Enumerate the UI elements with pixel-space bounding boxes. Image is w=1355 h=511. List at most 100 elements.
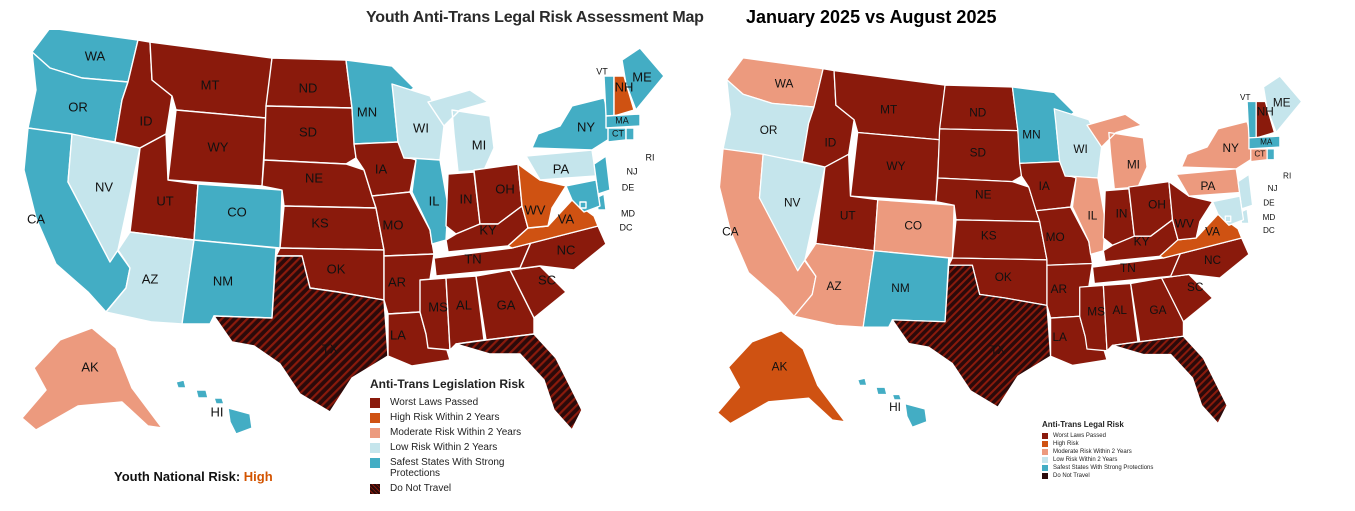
legend-right: Anti-Trans Legal Risk Worst Laws Passed … bbox=[1042, 420, 1182, 481]
national-risk-value: High bbox=[243, 469, 273, 484]
map-right: WA OR CA NV ID MT WY UT AZ CO NM ND SD NE KS OK TX MN IA MO… bbox=[716, 57, 1303, 428]
state-tx bbox=[891, 264, 1052, 408]
state-label-wa: WA bbox=[775, 76, 794, 90]
state-label-pa: PA bbox=[553, 161, 570, 176]
legend-label: Safest States With Strong Protections bbox=[1053, 465, 1154, 471]
state-label-ar: AR bbox=[388, 274, 406, 289]
legend-left-item: High Risk Within 2 Years bbox=[370, 412, 570, 423]
state-label-ut: UT bbox=[840, 208, 856, 222]
state-label-mt: MT bbox=[201, 77, 220, 92]
state-wv bbox=[1168, 180, 1214, 241]
state-label-ne: NE bbox=[305, 170, 323, 185]
legend-label: High Risk Within 2 Years bbox=[390, 412, 500, 423]
legend-right-item: Moderate Risk Within 2 Years bbox=[1042, 449, 1182, 455]
legend-left-item: Moderate Risk Within 2 Years bbox=[370, 427, 570, 438]
state-label-in: IN bbox=[460, 191, 473, 206]
state-label-md: MD bbox=[621, 208, 635, 218]
legend-right-item: Low Risk Within 2 Years bbox=[1042, 457, 1182, 463]
state-md bbox=[1211, 195, 1245, 226]
state-ri bbox=[625, 127, 635, 141]
legend-swatch bbox=[370, 443, 380, 453]
state-label-al: AL bbox=[1113, 303, 1128, 317]
legend-swatch bbox=[370, 413, 380, 423]
state-hi bbox=[175, 379, 253, 435]
state-sd bbox=[937, 128, 1023, 183]
state-label-al: AL bbox=[456, 297, 472, 312]
state-ma bbox=[1248, 135, 1281, 150]
state-label-mt: MT bbox=[880, 103, 897, 117]
legend-label: Safest States With Strong Protections bbox=[390, 457, 505, 479]
state-label-wi: WI bbox=[413, 120, 429, 135]
map-title-right: January 2025 vs August 2025 bbox=[746, 7, 997, 27]
state-label-ny: NY bbox=[1223, 141, 1240, 155]
legend-swatch bbox=[1042, 465, 1048, 471]
state-label-nd: ND bbox=[299, 80, 318, 95]
state-fl bbox=[1111, 335, 1228, 425]
state-label-mn: MN bbox=[357, 104, 377, 119]
state-label-mi: MI bbox=[1127, 157, 1140, 171]
state-label-va: VA bbox=[1205, 225, 1220, 239]
state-ak bbox=[21, 327, 163, 431]
state-label-ok: OK bbox=[327, 261, 346, 276]
legend-right-item: Do Not Travel bbox=[1042, 473, 1182, 479]
state-label-wy: WY bbox=[886, 159, 905, 173]
state-label-nc: NC bbox=[557, 242, 576, 257]
state-ri bbox=[1266, 148, 1276, 161]
state-label-ga: GA bbox=[1149, 303, 1166, 317]
state-label-ia: IA bbox=[1039, 179, 1050, 193]
state-label-oh: OH bbox=[495, 181, 515, 196]
state-label-or: OR bbox=[68, 99, 88, 114]
state-label-wa: WA bbox=[85, 48, 106, 63]
state-label-nc: NC bbox=[1204, 253, 1222, 267]
state-label-vt: VT bbox=[1240, 93, 1250, 102]
legend-swatch bbox=[370, 398, 380, 408]
state-label-nm: NM bbox=[891, 281, 909, 295]
state-nh bbox=[613, 75, 635, 117]
legend-label: Low Risk Within 2 Years bbox=[390, 442, 498, 453]
state-label-la: LA bbox=[1052, 330, 1067, 344]
state-label-de: DE bbox=[1263, 199, 1275, 208]
legend-swatch bbox=[370, 428, 380, 438]
state-label-va: VA bbox=[558, 211, 575, 226]
state-label-ca: CA bbox=[27, 211, 45, 226]
state-label-wi: WI bbox=[1073, 142, 1087, 156]
state-label-nm: NM bbox=[213, 273, 233, 288]
legend-right-item: Safest States With Strong Protections bbox=[1042, 465, 1182, 471]
state-label-tn: TN bbox=[1120, 261, 1136, 275]
state-label-de: DE bbox=[622, 182, 635, 192]
legend-left-item: Low Risk Within 2 Years bbox=[370, 442, 570, 453]
state-label-ms: MS bbox=[1087, 305, 1105, 319]
state-ak bbox=[716, 330, 846, 425]
state-label-nj: NJ bbox=[627, 166, 638, 176]
state-label-ut: UT bbox=[156, 193, 173, 208]
legend-left-title: Anti-Trans Legislation Risk bbox=[370, 377, 525, 391]
state-label-vt: VT bbox=[596, 66, 608, 76]
state-label-sd: SD bbox=[970, 146, 986, 160]
state-label-sd: SD bbox=[299, 124, 317, 139]
state-label-ms: MS bbox=[428, 299, 448, 314]
legend-label: Do Not Travel bbox=[390, 483, 452, 494]
state-label-ma: MA bbox=[615, 115, 629, 125]
legend-swatch bbox=[370, 458, 380, 468]
state-label-ma: MA bbox=[1260, 138, 1273, 147]
state-ks bbox=[279, 205, 385, 251]
state-label-ga: GA bbox=[497, 297, 516, 312]
legend-label: Moderate Risk Within 2 Years bbox=[1053, 449, 1132, 455]
state-label-mo: MO bbox=[1046, 230, 1065, 244]
state-fl bbox=[455, 333, 583, 431]
state-label-md: MD bbox=[1263, 213, 1276, 222]
state-label-ny: NY bbox=[577, 119, 595, 134]
state-label-ia: IA bbox=[375, 161, 388, 176]
state-label-ri: RI bbox=[646, 152, 655, 162]
state-md bbox=[565, 179, 601, 213]
state-label-dc: DC bbox=[620, 222, 633, 232]
state-dc bbox=[579, 201, 587, 209]
state-label-ne: NE bbox=[975, 187, 992, 201]
state-label-ar: AR bbox=[1051, 282, 1067, 296]
state-nc bbox=[509, 225, 607, 271]
state-label-co: CO bbox=[227, 204, 247, 219]
state-label-nj: NJ bbox=[1268, 184, 1278, 193]
legend-right-item: High Risk bbox=[1042, 441, 1182, 447]
state-nc bbox=[1160, 237, 1250, 279]
state-label-wv: WV bbox=[525, 202, 546, 217]
